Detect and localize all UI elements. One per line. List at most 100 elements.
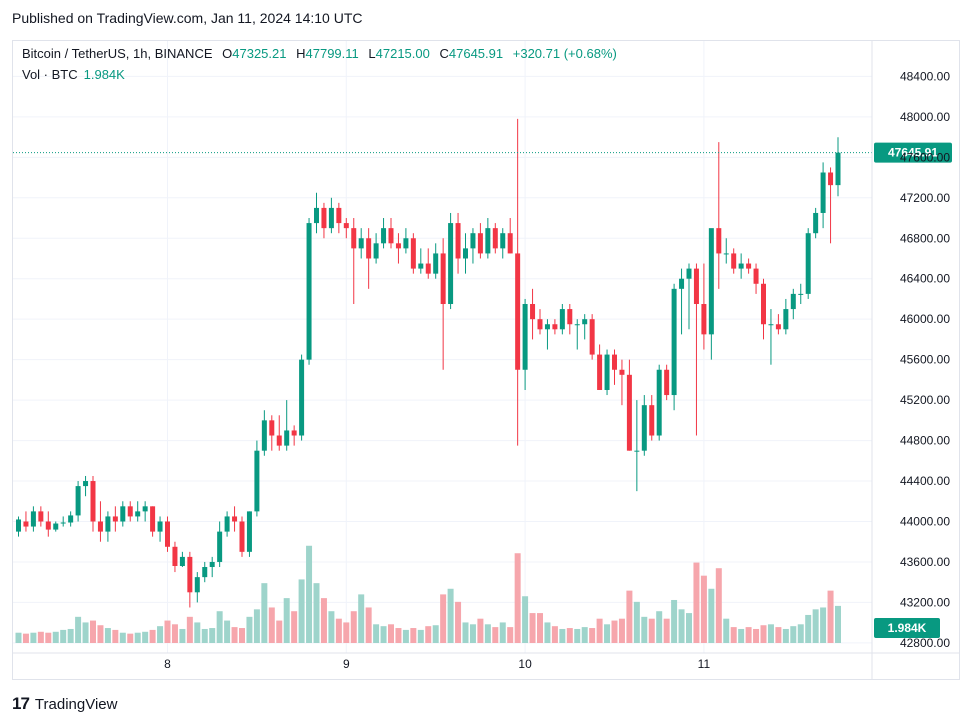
candle-body (671, 288, 677, 396)
candle (522, 298, 528, 390)
candle-body (619, 369, 625, 375)
candle (127, 501, 133, 522)
candle (395, 233, 401, 264)
volume-bar (514, 553, 521, 643)
candle (321, 202, 327, 239)
volume-bar (157, 626, 164, 643)
candle-body (239, 521, 245, 552)
candle (708, 228, 714, 360)
volume-bar (820, 607, 827, 643)
candle-body (366, 238, 372, 259)
candle-body (775, 324, 781, 330)
candle (589, 314, 595, 360)
volume-bar (276, 620, 283, 643)
candle-body (641, 405, 647, 451)
candle-body (194, 577, 200, 593)
y-tick-label: 44800.00 (900, 434, 950, 448)
volume-bar (730, 627, 737, 643)
volume-bar (90, 620, 96, 643)
volume-label[interactable]: Vol · BTC (22, 67, 78, 82)
candle (45, 511, 51, 537)
candle-body (336, 207, 342, 224)
volume-bar (462, 622, 469, 643)
symbol-title[interactable]: Bitcoin / TetherUS, 1h, BINANCE (22, 46, 213, 61)
volume-bar (648, 618, 655, 643)
volume-bar (477, 618, 484, 643)
candle (157, 516, 163, 542)
volume-bar (171, 624, 178, 643)
candle-body (448, 223, 454, 305)
low-value: 47215.00 (375, 46, 430, 61)
candle (16, 516, 21, 537)
volume-bar (581, 627, 588, 643)
volume-bar (529, 613, 536, 643)
volume-bar (559, 628, 566, 643)
candle-body (23, 521, 29, 527)
y-tick-label: 45200.00 (900, 393, 950, 407)
candle (194, 572, 200, 603)
volume-bar (663, 618, 670, 643)
candle (358, 228, 364, 259)
x-tick-label: 11 (698, 657, 711, 671)
volume-bar (686, 613, 692, 643)
volume-bar (708, 588, 715, 643)
candle-body (522, 304, 528, 370)
candle-body (686, 268, 692, 279)
candle-body (403, 238, 409, 249)
tradingview-logo-icon[interactable]: 17 (12, 694, 30, 713)
candle (790, 288, 796, 320)
candle-body (45, 521, 51, 530)
overlay-layer: 47645.91 1.984K (13, 142, 952, 638)
y-tick-label: 44400.00 (900, 474, 950, 488)
volume-bar (596, 618, 603, 643)
candle-body (530, 304, 536, 320)
volume-bar (782, 628, 789, 643)
volume-bar (447, 588, 454, 643)
candle-body (410, 238, 416, 269)
volume-bar (574, 628, 581, 643)
volume-bar (75, 616, 82, 643)
candle-body (60, 522, 66, 524)
candle-body (418, 263, 424, 269)
axis-layer: 48400.00 48000.00 47600.00 47200.00 46800.00… (13, 41, 959, 679)
brand-name[interactable]: TradingView (34, 695, 118, 713)
volume-bar (373, 624, 380, 643)
candle-body (381, 228, 387, 244)
candle (83, 475, 89, 497)
open-label: O (222, 46, 233, 61)
candle (634, 400, 640, 492)
candle-body (276, 435, 282, 446)
volume-layer (15, 545, 841, 643)
candle-body (485, 228, 491, 254)
candle (239, 516, 245, 557)
candle-body (753, 268, 759, 284)
volume-bar (291, 611, 298, 643)
candle (641, 395, 647, 456)
volume-bar (641, 616, 648, 643)
volume-bar (186, 616, 193, 643)
candle-body (604, 354, 610, 390)
candle (90, 475, 96, 532)
candle-body (343, 223, 349, 229)
candle (165, 516, 170, 552)
candle (761, 278, 766, 340)
volume-bar (797, 624, 804, 643)
volume-bar (738, 628, 745, 643)
candle (418, 248, 424, 274)
candle-body (828, 172, 834, 186)
y-tick-label: 47600.00 (900, 150, 950, 164)
candle-body (68, 515, 74, 523)
candle-body (813, 212, 819, 234)
volume-bar (22, 633, 29, 643)
volume-bar (551, 626, 558, 643)
volume-bar (537, 613, 543, 643)
candle (120, 501, 126, 527)
candle (187, 551, 193, 608)
candle (470, 228, 476, 264)
candle-body (649, 405, 655, 436)
volume-bar (656, 611, 663, 643)
volume-bar (618, 618, 625, 643)
candle-body (314, 207, 319, 224)
candle-body (351, 228, 357, 249)
